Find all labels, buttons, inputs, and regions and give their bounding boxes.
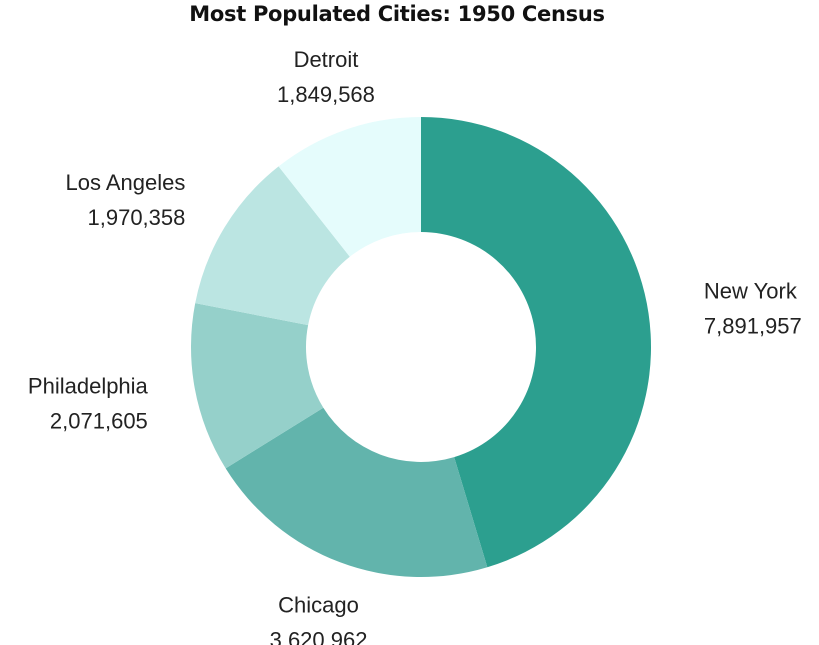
slice-label-detroit: Detroit xyxy=(294,47,359,72)
slice-labels: New York 7,891,957 Chicago 3,620,962 Philade… xyxy=(28,47,802,645)
slice-label-philadelphia: Philadelphia xyxy=(28,374,149,399)
slice-detroit xyxy=(278,117,421,257)
slice-philadelphia xyxy=(191,303,324,469)
slice-value-philadelphia: 2,071,605 xyxy=(50,409,148,434)
slice-label-los-angeles: Los Angeles xyxy=(66,170,186,195)
slice-label-new-york: New York xyxy=(704,279,798,304)
chart-title: Most Populated Cities: 1950 Census xyxy=(189,2,605,26)
slice-value-detroit: 1,849,568 xyxy=(277,82,375,107)
donut-slices xyxy=(191,117,651,577)
slice-chicago xyxy=(225,407,488,577)
slice-new-york xyxy=(421,117,651,568)
slice-label-chicago: Chicago xyxy=(278,592,359,617)
slice-value-new-york: 7,891,957 xyxy=(704,314,802,339)
slice-los-angeles xyxy=(195,166,350,326)
slice-value-chicago: 3,620,962 xyxy=(270,627,368,645)
slice-value-los-angeles: 1,970,358 xyxy=(88,205,186,230)
